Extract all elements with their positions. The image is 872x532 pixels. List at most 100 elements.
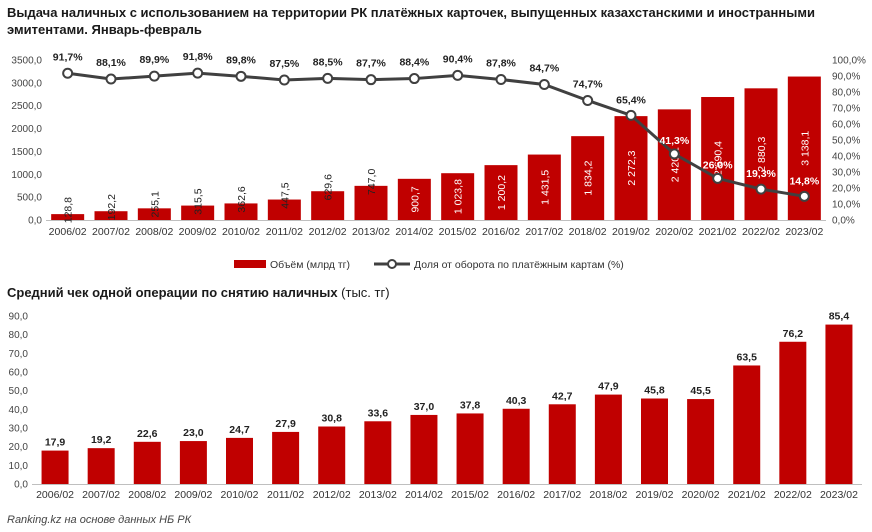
avg-cheque-bar — [179, 441, 207, 484]
x-tick-label: 2022/02 — [774, 489, 812, 501]
share-point — [755, 183, 767, 195]
x-tick-label: 2014/02 — [395, 226, 433, 238]
avg-cheque-bar — [226, 437, 253, 484]
avg-cheque-bar — [687, 399, 715, 484]
x-tick-label: 2017/02 — [525, 226, 563, 238]
x-tick-label: 2022/02 — [742, 226, 780, 238]
y-right-tick-label: 60,0% — [832, 120, 860, 131]
share-point-label: 88,5% — [313, 56, 343, 68]
share-point — [582, 94, 594, 106]
x-tick-label: 2011/02 — [266, 226, 303, 238]
avg-cheque-bar — [825, 324, 853, 484]
y-right-tick-label: 80,0% — [832, 88, 860, 99]
y-tick-label: 10,0 — [9, 461, 29, 472]
share-point — [625, 109, 637, 121]
y-tick-label: 90,0 — [9, 312, 29, 323]
avg-cheque-bar — [364, 421, 392, 484]
volume-bar — [527, 154, 561, 220]
y-right-tick-label: 10,0% — [832, 200, 860, 211]
legend-bar-swatch — [234, 260, 266, 268]
y-left-tick-label: 0,0 — [28, 216, 42, 227]
x-tick-label: 2017/02 — [543, 489, 581, 501]
x-tick-label: 2009/02 — [174, 489, 212, 501]
x-tick-label: 2013/02 — [352, 226, 390, 238]
share-point-label: 74,7% — [573, 78, 603, 90]
volume-bar — [614, 116, 648, 220]
y-tick-label: 50,0 — [9, 386, 29, 397]
y-left-tick-label: 1000,0 — [11, 170, 42, 181]
volume-bar-label: 3 138,1 — [799, 131, 811, 166]
x-tick-label: 2018/02 — [589, 489, 627, 501]
share-point — [278, 74, 290, 86]
share-point-label: 89,9% — [139, 54, 169, 66]
volume-bar — [397, 178, 431, 220]
avg-cheque-bar-label: 27,9 — [275, 418, 296, 430]
volume-bar-label: 747,0 — [366, 169, 378, 195]
volume-bar-label: 900,7 — [409, 186, 421, 212]
x-tick-label: 2007/02 — [82, 489, 120, 501]
avg-cheque-bar-label: 19,2 — [91, 434, 112, 446]
y-right-tick-label: 20,0% — [832, 184, 860, 195]
avg-cheque-bar — [410, 414, 438, 484]
y-tick-label: 80,0 — [9, 330, 29, 341]
volume-bar — [137, 208, 171, 220]
avg-cheque-bar-label: 85,4 — [829, 311, 850, 323]
share-point — [798, 190, 810, 202]
y-left-tick-label: 3000,0 — [11, 78, 42, 89]
share-point-label: 88,4% — [399, 57, 429, 69]
avg-cheque-bar — [87, 448, 115, 484]
share-point-label: 88,1% — [96, 57, 126, 69]
y-tick-label: 40,0 — [9, 405, 29, 416]
avg-cheque-bar — [41, 450, 69, 484]
avg-cheque-bar-label: 42,7 — [552, 390, 573, 402]
avg-cheque-bar-label: 24,7 — [229, 424, 250, 436]
share-point-label: 90,4% — [443, 53, 473, 65]
volume-bar-label: 2 880,3 — [756, 136, 768, 171]
share-point-label: 26,0% — [703, 159, 733, 171]
legend-line-label: Доля от оборота по платёжным картам (%) — [414, 259, 624, 271]
volume-bar — [441, 173, 475, 220]
x-tick-label: 2010/02 — [222, 226, 260, 238]
share-point — [235, 70, 247, 82]
y-left-tick-label: 500,0 — [17, 193, 42, 204]
x-tick-label: 2006/02 — [36, 489, 74, 501]
x-tick-label: 2008/02 — [135, 226, 173, 238]
volume-bar — [571, 136, 605, 220]
legend-line-marker — [387, 259, 397, 269]
share-point-label: 14,8% — [789, 175, 819, 187]
avg-cheque-bar-label: 30,8 — [322, 413, 343, 425]
share-point-label: 65,4% — [616, 94, 646, 106]
x-tick-label: 2016/02 — [482, 226, 520, 238]
y-right-tick-label: 70,0% — [832, 104, 860, 115]
avg-cheque-bar-label: 37,8 — [460, 399, 481, 411]
avg-cheque-bar — [133, 441, 161, 484]
x-tick-label: 2011/02 — [267, 489, 304, 501]
share-point-label: 84,7% — [529, 62, 559, 74]
volume-bar — [51, 214, 85, 220]
share-point — [322, 72, 334, 84]
x-tick-label: 2023/02 — [785, 226, 823, 238]
y-right-tick-label: 40,0% — [832, 152, 860, 163]
share-point-label: 91,7% — [53, 51, 83, 63]
share-point — [192, 67, 204, 79]
x-tick-label: 2021/02 — [699, 226, 737, 238]
share-point-label: 19,3% — [746, 168, 776, 180]
x-tick-label: 2012/02 — [313, 489, 351, 501]
volume-bar — [484, 165, 518, 220]
share-point — [668, 148, 680, 160]
share-point — [148, 70, 160, 82]
y-right-tick-label: 0,0% — [832, 216, 855, 227]
avg-cheque-bar-label: 17,9 — [45, 437, 66, 449]
avg-cheque-bar-label: 37,0 — [414, 401, 435, 413]
y-left-tick-label: 1500,0 — [11, 147, 42, 158]
volume-bar-label: 362,6 — [236, 186, 248, 212]
y-right-tick-label: 30,0% — [832, 168, 860, 179]
share-point-label: 87,5% — [269, 58, 299, 70]
avg-cheque-bar-label: 45,8 — [644, 385, 665, 397]
volume-bar-label: 1 023,8 — [453, 179, 465, 214]
avg-cheque-bar — [456, 413, 484, 484]
y-left-tick-label: 2000,0 — [11, 124, 42, 135]
volume-bar-label: 2 272,3 — [626, 150, 638, 185]
avg-cheque-bar — [502, 408, 530, 484]
